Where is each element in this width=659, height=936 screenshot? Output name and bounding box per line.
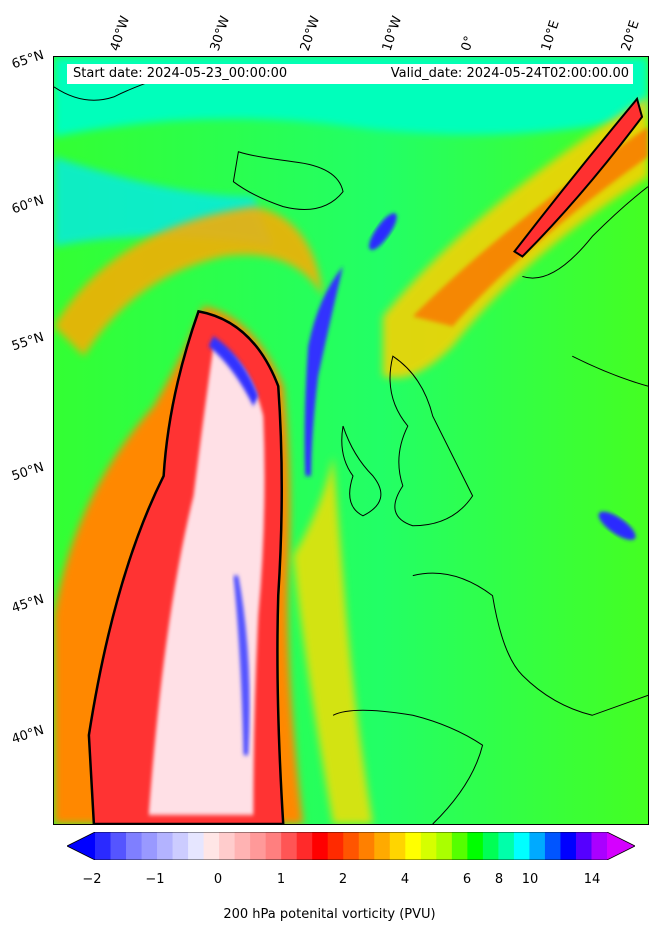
colorbar-cell bbox=[482, 832, 499, 860]
colorbar-tick: 2 bbox=[338, 872, 348, 887]
pv-blue-blob-north bbox=[369, 213, 397, 250]
colorbar-tick: 14 bbox=[583, 872, 601, 887]
great-britain-coast bbox=[389, 355, 474, 527]
valid-date-label: Valid_date: 2024-05-24T02:00:00.00 bbox=[390, 66, 629, 81]
lon-label-40w: 40°W bbox=[107, 14, 134, 53]
coastlines bbox=[54, 76, 648, 824]
colorbar-max-extend bbox=[607, 832, 635, 860]
header-box: Start date: 2024-05-23_00:00:00 Valid_da… bbox=[67, 64, 633, 84]
colorbar-cell bbox=[343, 832, 360, 860]
colorbar-tick: −2 bbox=[82, 872, 102, 887]
colorbar-cell bbox=[529, 832, 546, 860]
colorbar-tick: 0 bbox=[213, 872, 223, 887]
colorbar-cell bbox=[560, 832, 577, 860]
colorbar-cell bbox=[513, 832, 530, 860]
lat-label-55n: 55°N bbox=[10, 329, 46, 355]
colorbar-cell bbox=[591, 832, 608, 860]
colorbar-cell bbox=[110, 832, 127, 860]
colorbar-cell bbox=[389, 832, 406, 860]
norway-coast bbox=[522, 186, 648, 279]
colorbar-cell bbox=[575, 832, 592, 860]
lon-label-0: 0° bbox=[458, 34, 478, 53]
france-coast bbox=[412, 572, 648, 716]
pv-blue-streak-2 bbox=[233, 575, 250, 756]
pv-blue-blob-east bbox=[598, 511, 636, 540]
colorbar-tick: 4 bbox=[400, 872, 410, 887]
lon-label-30w: 30°W bbox=[207, 14, 234, 53]
colorbar-cell bbox=[172, 832, 189, 860]
iceland-coast bbox=[232, 151, 344, 210]
colorbar-cell bbox=[544, 832, 561, 860]
colorbar-min-extend bbox=[67, 832, 95, 860]
pv-ne-streak bbox=[512, 96, 644, 258]
pv-field-map bbox=[54, 57, 648, 824]
colorbar-cell bbox=[141, 832, 158, 860]
colorbar-cell bbox=[157, 832, 174, 860]
colorbar-cell bbox=[451, 832, 468, 860]
pv-blue-streak-1 bbox=[208, 336, 259, 407]
pv-tongue-core bbox=[148, 346, 265, 816]
ireland-coast bbox=[341, 425, 382, 517]
colorbar-tick: 10 bbox=[521, 872, 539, 887]
colorbar-cell bbox=[296, 832, 313, 860]
colorbar-cell bbox=[312, 832, 329, 860]
colorbar-cell bbox=[234, 832, 251, 860]
colorbar-cell bbox=[436, 832, 453, 860]
colorbar-cell bbox=[374, 832, 391, 860]
colorbar-tick: 8 bbox=[494, 872, 504, 887]
colorbar-cell bbox=[126, 832, 143, 860]
colorbar-cell bbox=[358, 832, 375, 860]
baltic-coast bbox=[572, 355, 648, 387]
colorbar-cell bbox=[250, 832, 267, 860]
lon-label-10w: 10°W bbox=[379, 14, 406, 53]
pv-arc-orange bbox=[54, 206, 324, 357]
lon-label-20e: 20°E bbox=[618, 18, 643, 53]
start-date-label: Start date: 2024-05-23_00:00:00 bbox=[73, 66, 288, 81]
lon-label-20w: 20°W bbox=[297, 14, 324, 53]
colorbar-tick: 6 bbox=[462, 872, 472, 887]
colorbar-cell bbox=[420, 832, 437, 860]
colorbar bbox=[67, 832, 635, 860]
colorbar-tick: −1 bbox=[145, 872, 165, 887]
colorbar-cell bbox=[498, 832, 515, 860]
lat-label-60n: 60°N bbox=[10, 192, 46, 218]
colorbar-cell bbox=[327, 832, 344, 860]
colorbar-cell bbox=[95, 832, 112, 860]
colorbar-cell bbox=[219, 832, 236, 860]
colorbar-cell bbox=[281, 832, 298, 860]
colorbar-cell bbox=[188, 832, 205, 860]
pv-center-band bbox=[293, 455, 373, 824]
lat-label-50n: 50°N bbox=[10, 459, 46, 485]
colorbar-cell bbox=[467, 832, 484, 860]
colorbar-cell bbox=[203, 832, 220, 860]
lat-label-65n: 65°N bbox=[10, 47, 46, 73]
colorbar-tick: 1 bbox=[276, 872, 286, 887]
lat-label-40n: 40°N bbox=[10, 722, 46, 748]
lat-label-45n: 45°N bbox=[10, 591, 46, 617]
map-panel bbox=[53, 56, 649, 825]
pv-blue-streak-center bbox=[304, 266, 344, 476]
colorbar-cell bbox=[405, 832, 422, 860]
colorbar-cell bbox=[265, 832, 282, 860]
iberia-coast bbox=[332, 709, 484, 824]
lon-label-10e: 10°E bbox=[538, 18, 563, 53]
colorbar-title: 200 hPa potenital vorticity (PVU) bbox=[223, 907, 436, 922]
